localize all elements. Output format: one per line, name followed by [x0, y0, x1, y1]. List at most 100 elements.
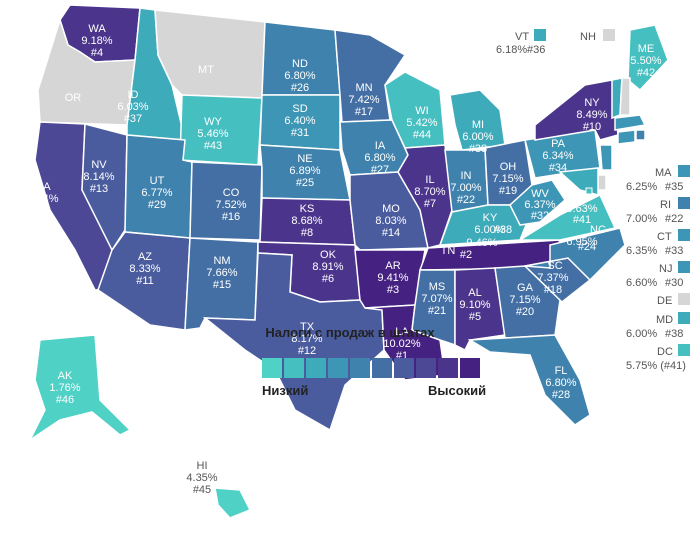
- state-hi[interactable]: [214, 487, 252, 519]
- svg-text:VA5.63%#41: VA 5.63% #41: [566, 192, 597, 226]
- svg-text:SC7.37%#18: SC 7.37% #18: [537, 260, 568, 296]
- state-ct[interactable]: [617, 129, 636, 145]
- state-mt[interactable]: [154, 9, 266, 99]
- state-rate-wv: 6.37%: [524, 199, 555, 211]
- state-rate-sd: 6.40%: [284, 115, 315, 127]
- state-label-tx: TX: [300, 321, 315, 333]
- svg-text:MS7.07%#21: MS 7.07% #21: [421, 281, 452, 317]
- state-rank-az: #11: [136, 275, 154, 287]
- state-ny[interactable]: [534, 79, 619, 141]
- state-rate-mi: 6.00%: [462, 131, 493, 143]
- state-label-pa: PA: [551, 138, 566, 150]
- state-rank-co: #16: [222, 211, 240, 223]
- svg-text:MI6.00%#38: MI 6.00% #38: [462, 119, 493, 155]
- state-nc[interactable]: [524, 227, 626, 282]
- legend-swatch: [328, 358, 348, 378]
- state-rank-sc: #18: [544, 284, 562, 296]
- state-ak[interactable]: [28, 334, 132, 443]
- state-label-vt: VT: [515, 31, 529, 43]
- state-label-ga: GA: [517, 282, 534, 294]
- state-tx[interactable]: [202, 252, 385, 432]
- state-label-id: ID: [128, 89, 139, 101]
- state-label-ne: NE: [297, 153, 312, 165]
- svg-text:AL9.10%#5: AL 9.10% #5: [459, 287, 490, 323]
- svg-text:HI4.35%#45: HI 4.35% #45: [186, 460, 217, 496]
- svg-text:MO8.03%#14: MO 8.03% #14: [375, 203, 406, 239]
- state-me[interactable]: [627, 24, 669, 92]
- state-rank-mo: #14: [382, 227, 400, 239]
- state-rank-ma: #35: [665, 181, 683, 193]
- state-label-oh: OH: [500, 161, 517, 173]
- state-label-or: OR: [65, 92, 82, 104]
- state-rank-pa: #34: [549, 162, 567, 174]
- state-rate-me: 5.50%: [630, 55, 661, 67]
- state-rank-ks: #8: [301, 227, 313, 239]
- state-label-fl: FL: [555, 365, 568, 377]
- state-label-ks: KS: [300, 203, 315, 215]
- state-dc[interactable]: [585, 187, 593, 195]
- state-rate-wy: 5.46%: [197, 128, 228, 140]
- swatch-dc: [678, 344, 690, 356]
- legend-swatch: [438, 358, 458, 378]
- state-label-nc: NC: [590, 224, 606, 236]
- svg-text:#24: #24: [578, 241, 596, 253]
- svg-text:IN7.00%#22: IN 7.00% #22: [450, 170, 481, 206]
- legend-title: Налоги с продаж в штатах: [265, 325, 435, 340]
- svg-text:NM7.66%#15: NM 7.66% #15: [206, 255, 237, 291]
- state-rate-ms: 7.07%: [421, 293, 452, 305]
- state-rank-md: #38: [665, 328, 683, 340]
- state-va[interactable]: [517, 193, 617, 241]
- state-rate-al: 9.10%: [459, 299, 490, 311]
- state-rank-wy: #43: [204, 140, 222, 152]
- state-rate-ny: 8.49%: [576, 109, 607, 121]
- state-nj[interactable]: [599, 144, 613, 171]
- state-rank-vt: #36: [527, 44, 545, 56]
- state-rate-ok: 8.91%: [312, 261, 343, 273]
- swatch-nh: [603, 29, 615, 41]
- svg-text:CA8.54%#9: CA 8.54% #9: [27, 181, 58, 217]
- state-fl[interactable]: [467, 334, 591, 426]
- state-label-ma: MA: [655, 167, 672, 179]
- swatch-ri: [678, 197, 690, 209]
- state-rate-ky: 6.00%: [474, 224, 505, 236]
- legend-swatch: [350, 358, 370, 378]
- state-label-nd: ND: [292, 58, 308, 70]
- swatch-ct: [678, 229, 690, 241]
- state-label-wv: WV: [531, 188, 549, 200]
- svg-text:PA6.34%#34: PA 6.34% #34: [542, 138, 573, 174]
- state-mn[interactable]: [334, 29, 407, 123]
- state-label-al: AL: [468, 287, 481, 299]
- state-label-mi: MI: [472, 119, 484, 131]
- state-rate-ga: 7.15%: [509, 294, 540, 306]
- state-wv[interactable]: [509, 179, 566, 226]
- state-label-ia: IA: [375, 140, 386, 152]
- svg-text:FL6.80%#28: FL 6.80% #28: [545, 365, 576, 401]
- state-rate-ut: 6.77%: [141, 187, 172, 199]
- state-rate-sc: 7.37%: [537, 272, 568, 284]
- swatch-ma: [678, 165, 690, 177]
- state-rank-ar: #3: [387, 284, 399, 296]
- state-de[interactable]: [597, 174, 607, 191]
- state-rank-me: #42: [637, 67, 655, 79]
- svg-text:TX8.17%#12: TX 8.17% #12: [291, 321, 322, 357]
- state-ma[interactable]: [614, 114, 647, 131]
- state-rank-va: #41: [573, 214, 591, 226]
- state-label-wa: WA: [88, 23, 106, 35]
- state-label-mo: MO: [382, 203, 400, 215]
- state-label-ms: MS: [429, 281, 446, 293]
- state-rank-wv: #32: [531, 210, 549, 222]
- state-ga[interactable]: [494, 265, 561, 339]
- state-label-ut: UT: [150, 175, 165, 187]
- state-rate-in: 7.00%: [450, 182, 481, 194]
- svg-text:GA7.15%#20: GA 7.15% #20: [509, 282, 540, 318]
- state-rank-ut: #29: [148, 199, 166, 211]
- state-label-me: ME: [638, 43, 655, 55]
- state-nh[interactable]: [619, 77, 631, 116]
- svg-text:KS8.68%#8: KS 8.68% #8: [291, 203, 322, 239]
- state-rank-ga: #20: [516, 306, 534, 318]
- swatch-nj: [678, 261, 690, 273]
- state-ri[interactable]: [635, 129, 646, 141]
- state-rank-fl: #28: [552, 389, 570, 401]
- legend-swatch: [284, 358, 304, 378]
- svg-text:ME5.50%#42: ME 5.50% #42: [630, 43, 661, 79]
